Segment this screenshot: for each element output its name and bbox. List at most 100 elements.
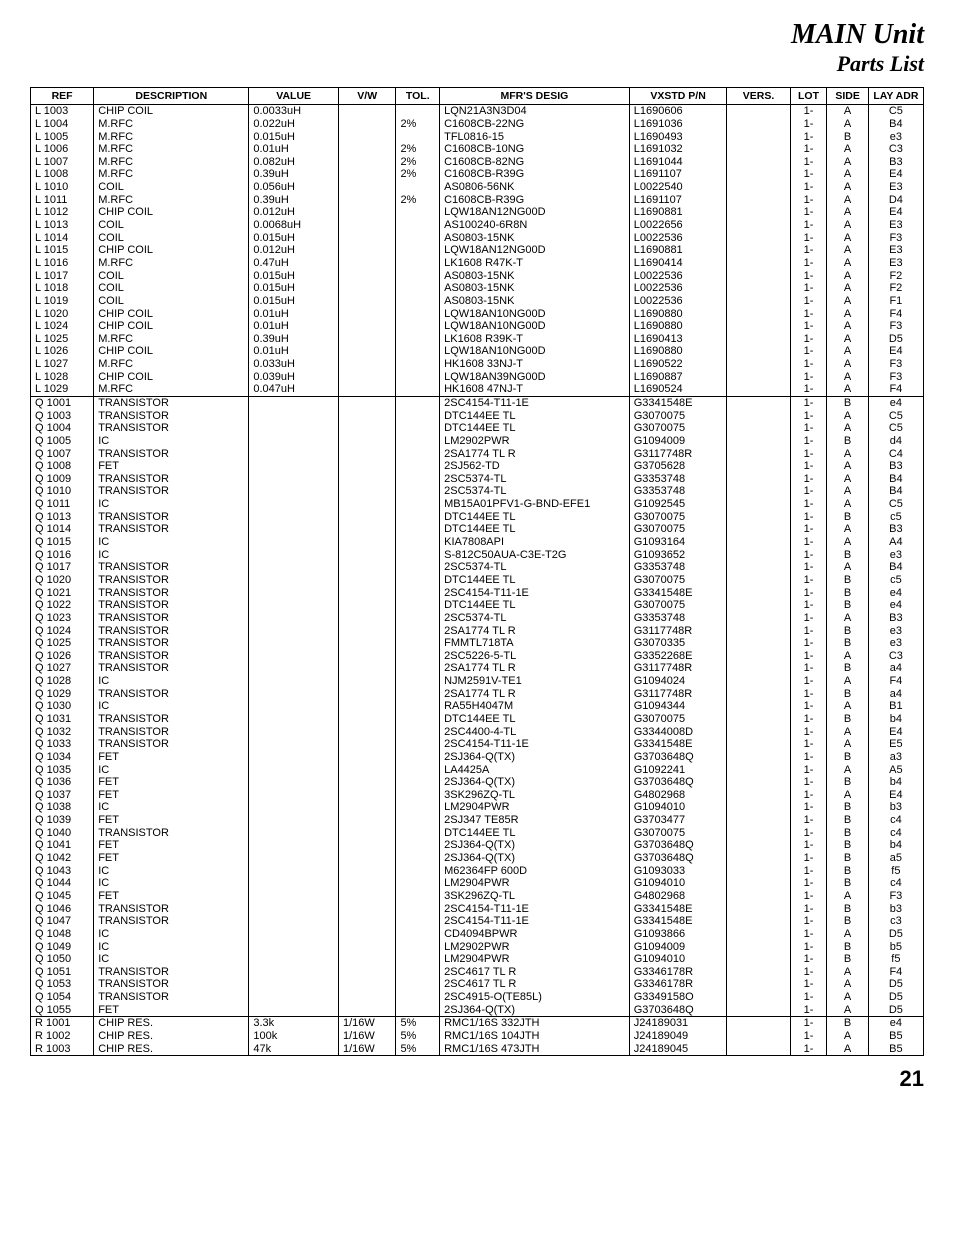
cell-tol bbox=[396, 371, 440, 384]
cell-value: 0.033uH bbox=[249, 358, 339, 371]
table-row: Q 1055FET2SJ364-Q(TX)G3703648Q1-AD5 bbox=[31, 1004, 924, 1017]
cell-value: 0.01uH bbox=[249, 143, 339, 156]
table-row: Q 1011ICMB15A01PFV1-G-BND-EFE1G10925451-… bbox=[31, 498, 924, 511]
cell-lot: 1- bbox=[790, 1017, 827, 1030]
cell-vers bbox=[727, 156, 790, 169]
cell-tol bbox=[396, 282, 440, 295]
table-head: REFDESCRIPTIONVALUEV/WTOL.MFR'S DESIGVXS… bbox=[31, 88, 924, 105]
cell-value bbox=[249, 928, 339, 941]
cell-tol: 2% bbox=[396, 143, 440, 156]
cell-vers bbox=[727, 625, 790, 638]
cell-vers bbox=[727, 168, 790, 181]
cell-vers bbox=[727, 751, 790, 764]
cell-value: 0.0033uH bbox=[249, 105, 339, 118]
cell-lay: A4 bbox=[868, 536, 923, 549]
cell-desc: CHIP RES. bbox=[94, 1043, 249, 1056]
cell-mfr: LQW18AN10NG00D bbox=[440, 308, 630, 321]
cell-lot: 1- bbox=[790, 410, 827, 423]
cell-vw bbox=[338, 625, 395, 638]
cell-side: A bbox=[827, 105, 868, 118]
cell-side: A bbox=[827, 118, 868, 131]
cell-vxpn: G1093033 bbox=[629, 865, 727, 878]
cell-lot: 1- bbox=[790, 865, 827, 878]
cell-ref: Q 1053 bbox=[31, 978, 94, 991]
cell-desc: CHIP COIL bbox=[94, 345, 249, 358]
cell-side: B bbox=[827, 852, 868, 865]
cell-desc: CHIP RES. bbox=[94, 1030, 249, 1043]
table-row: L 1025M.RFC0.39uHLK1608 R39K-TL16904131-… bbox=[31, 333, 924, 346]
cell-value bbox=[249, 650, 339, 663]
cell-ref: L 1018 bbox=[31, 282, 94, 295]
table-row: Q 1005ICLM2902PWRG10940091-Bd4 bbox=[31, 435, 924, 448]
cell-mfr: 2SC4617 TL R bbox=[440, 966, 630, 979]
cell-lay: F2 bbox=[868, 270, 923, 283]
cell-lay: C5 bbox=[868, 498, 923, 511]
cell-tol bbox=[396, 941, 440, 954]
cell-vw bbox=[338, 865, 395, 878]
table-row: Q 1043ICM62364FP 600DG10930331-Bf5 bbox=[31, 865, 924, 878]
cell-mfr: LQW18AN39NG00D bbox=[440, 371, 630, 384]
cell-vxpn: L1691107 bbox=[629, 194, 727, 207]
cell-tol bbox=[396, 549, 440, 562]
cell-lay: A5 bbox=[868, 764, 923, 777]
cell-ref: Q 1023 bbox=[31, 612, 94, 625]
cell-lot: 1- bbox=[790, 814, 827, 827]
cell-vers bbox=[727, 1017, 790, 1030]
cell-vw bbox=[338, 650, 395, 663]
cell-vxpn: G3070075 bbox=[629, 827, 727, 840]
cell-side: A bbox=[827, 345, 868, 358]
cell-side: B bbox=[827, 713, 868, 726]
cell-vw bbox=[338, 713, 395, 726]
cell-ref: Q 1003 bbox=[31, 410, 94, 423]
cell-vxpn: L0022540 bbox=[629, 181, 727, 194]
cell-value: 0.082uH bbox=[249, 156, 339, 169]
cell-value bbox=[249, 536, 339, 549]
cell-mfr: 2SC4154-T11-1E bbox=[440, 587, 630, 600]
cell-vw bbox=[338, 726, 395, 739]
cell-ref: Q 1031 bbox=[31, 713, 94, 726]
cell-desc: IC bbox=[94, 700, 249, 713]
cell-lay: c3 bbox=[868, 915, 923, 928]
cell-mfr: 2SC4154-T11-1E bbox=[440, 915, 630, 928]
cell-vw bbox=[338, 206, 395, 219]
cell-lot: 1- bbox=[790, 978, 827, 991]
cell-ref: L 1015 bbox=[31, 244, 94, 257]
table-row: Q 1045FET3SK296ZQ-TLG48029681-AF3 bbox=[31, 890, 924, 903]
cell-desc: FET bbox=[94, 839, 249, 852]
cell-mfr: LQW18AN12NG00D bbox=[440, 244, 630, 257]
cell-value: 0.015uH bbox=[249, 282, 339, 295]
cell-vxpn: G1093652 bbox=[629, 549, 727, 562]
col-header-ref: REF bbox=[31, 88, 94, 105]
table-row: Q 1040TRANSISTORDTC144EE TLG30700751-Bc4 bbox=[31, 827, 924, 840]
cell-side: A bbox=[827, 156, 868, 169]
table-row: Q 1031TRANSISTORDTC144EE TLG30700751-Bb4 bbox=[31, 713, 924, 726]
cell-ref: Q 1050 bbox=[31, 953, 94, 966]
cell-vw bbox=[338, 978, 395, 991]
cell-lay: B1 bbox=[868, 700, 923, 713]
cell-tol bbox=[396, 460, 440, 473]
table-row: Q 1001TRANSISTOR2SC4154-T11-1EG3341548E1… bbox=[31, 396, 924, 409]
cell-lot: 1- bbox=[790, 460, 827, 473]
cell-value bbox=[249, 852, 339, 865]
cell-value bbox=[249, 485, 339, 498]
table-row: Q 1029TRANSISTOR2SA1774 TL RG3117748R1-B… bbox=[31, 688, 924, 701]
cell-side: A bbox=[827, 295, 868, 308]
cell-vw bbox=[338, 194, 395, 207]
cell-ref: Q 1042 bbox=[31, 852, 94, 865]
cell-desc: TRANSISTOR bbox=[94, 713, 249, 726]
cell-tol bbox=[396, 915, 440, 928]
cell-ref: Q 1013 bbox=[31, 511, 94, 524]
cell-vers bbox=[727, 637, 790, 650]
cell-vxpn: L1690606 bbox=[629, 105, 727, 118]
cell-vers bbox=[727, 282, 790, 295]
cell-value: 0.01uH bbox=[249, 345, 339, 358]
cell-side: A bbox=[827, 358, 868, 371]
cell-vw bbox=[338, 485, 395, 498]
cell-vw bbox=[338, 536, 395, 549]
cell-tol: 5% bbox=[396, 1043, 440, 1056]
cell-lay: F4 bbox=[868, 308, 923, 321]
cell-value: 0.015uH bbox=[249, 232, 339, 245]
cell-vxpn: G3703648Q bbox=[629, 852, 727, 865]
cell-side: A bbox=[827, 612, 868, 625]
cell-tol bbox=[396, 814, 440, 827]
